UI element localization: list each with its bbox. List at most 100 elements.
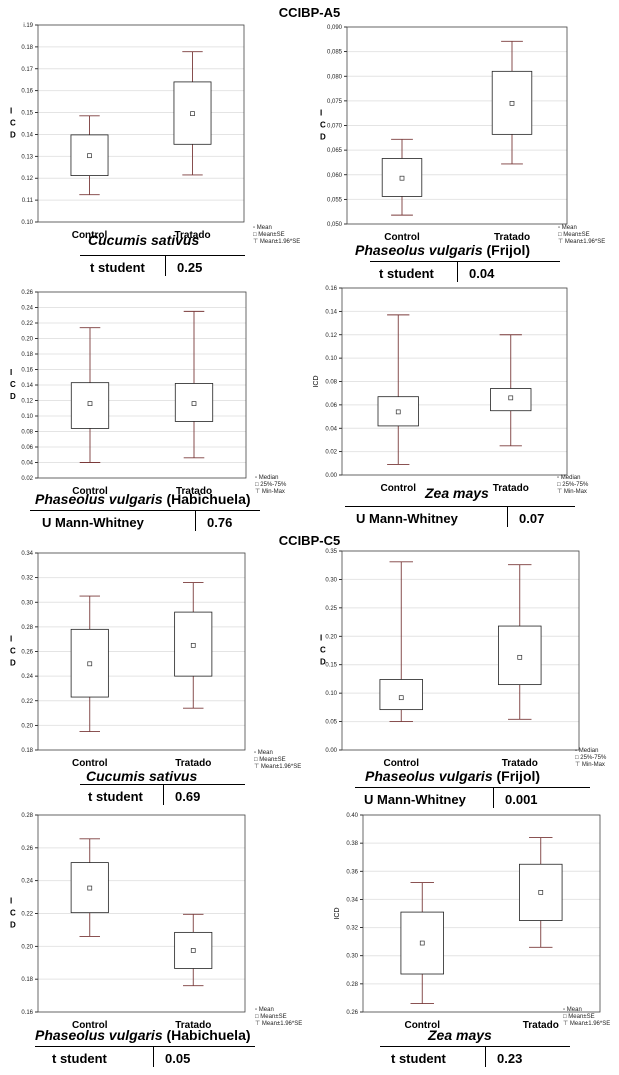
y-tick-label: 0.26 <box>21 650 33 656</box>
species-name: Phaseolus vulgaris (Habichuela) <box>35 491 251 507</box>
plot-frame <box>341 287 568 476</box>
legend-whisker-label: Mean±1.96*SE <box>259 239 301 245</box>
species-common-name: (Habichuela) <box>162 491 251 507</box>
y-tick-label: 0.02 <box>325 450 337 456</box>
center-marker <box>190 111 195 117</box>
center-marker <box>87 401 93 406</box>
species-scientific-name: Zea mays <box>425 485 489 501</box>
section-title-c5: CCIBP-C5 <box>278 533 341 548</box>
y-tick-label: 0.18 <box>21 748 33 754</box>
x-category-label: Tratado <box>494 232 530 243</box>
legend-whisker: ⊤ Mean±1.96*SE <box>254 764 302 770</box>
legend-whisker-label: Min-Max <box>581 762 605 768</box>
legend-center: ▫ Median <box>255 475 279 481</box>
y-tick-label: i.19 <box>23 23 33 29</box>
y-tick-label: 0.04 <box>325 426 337 432</box>
legend: ▫ Median □ 25%-75% ⊤ Min-Max <box>557 475 588 496</box>
boxplot-svg: 0,050 0,055 0,060 0,065 0,070 0,075 0,080 0,085… <box>320 25 568 243</box>
p-value: 0.04 <box>469 266 495 281</box>
y-tick-label: 0.34 <box>346 897 358 903</box>
center-marker <box>398 695 404 701</box>
y-tick-label: 0.38 <box>346 841 358 847</box>
legend-center: ▫ Mean <box>558 225 577 231</box>
p-value: 0.05 <box>165 1051 191 1066</box>
y-tick-label: 0.04 <box>21 461 33 467</box>
species-name: Zea mays <box>428 1027 492 1043</box>
boxplot-svg: 0.00 0.05 0.10 0.15 0.20 0.25 0.30 0.35 I C D Contr… <box>320 549 580 769</box>
y-axis-label-letter: I <box>10 368 12 377</box>
y-tick-label: 0,080 <box>327 74 343 80</box>
stat-test-name: U Mann-Whitney <box>364 792 466 807</box>
stat-rule <box>345 506 575 507</box>
chart-panel-7: 0.16 0.18 0.20 0.22 0.24 0.26 0.28 I C D Control Tr… <box>0 807 306 1075</box>
y-axis-label: ICD <box>334 907 341 919</box>
x-category-label: Tratado <box>493 483 529 494</box>
y-tick-label: 0.28 <box>346 982 358 988</box>
chart-panel-2: 0,050 0,055 0,060 0,065 0,070 0,075 0,080 0,085… <box>310 18 616 286</box>
legend-center: ▫ Median <box>575 748 599 754</box>
stat-separator <box>165 256 166 276</box>
y-tick-label: 0.10 <box>21 220 33 226</box>
x-category-label: Control <box>72 230 108 241</box>
legend-whisker-label: Min-Max <box>563 489 587 495</box>
stat-rule <box>80 784 245 785</box>
y-axis-label-letter: D <box>10 131 16 140</box>
plot-frame <box>341 550 580 751</box>
stat-test-name: t student <box>391 1051 446 1066</box>
x-category-label: Control <box>383 758 419 769</box>
legend-box-label: Mean±SE <box>258 232 285 238</box>
stat-test-name: U Mann-Whitney <box>42 515 144 530</box>
stat-separator <box>485 1047 486 1067</box>
species-common-name: (Habichuela) <box>162 1027 251 1043</box>
stat-separator <box>163 785 164 805</box>
legend: ▫ Mean □ Mean±SE ⊤ Mean±1.96*SE <box>563 1007 610 1028</box>
y-tick-label: 0.16 <box>325 286 337 292</box>
center-marker <box>87 153 92 159</box>
stat-rule <box>380 1046 570 1047</box>
stat-separator <box>507 507 508 527</box>
legend-box-label: Mean±SE <box>259 757 286 763</box>
legend-center-label: Mean <box>258 1007 274 1013</box>
legend-whisker-label: Mean±1.96*SE <box>261 1021 303 1027</box>
legend-center-label: Mean <box>566 1007 582 1013</box>
y-axis-label-letter: D <box>10 921 16 930</box>
y-tick-label: 0.06 <box>21 445 33 451</box>
legend-whisker-label: Mean±1.96*SE <box>260 764 302 770</box>
legend-box: □ Mean±SE <box>254 757 286 763</box>
y-tick-label: 0.24 <box>21 879 33 885</box>
center-marker <box>517 654 523 660</box>
y-tick-label: 0,090 <box>327 25 343 31</box>
legend-box: □ Mean±SE <box>255 1014 287 1020</box>
legend-box: □ Mean±SE <box>558 232 590 238</box>
y-tick-label: 0.14 <box>21 132 33 138</box>
y-tick-label: 0.11 <box>22 198 34 204</box>
y-axis-label: ICD <box>313 375 320 387</box>
boxplot-svg: 0.02 0.04 0.06 0.08 0.10 0.12 0.14 0.16 0.18 0.20… <box>10 290 247 497</box>
legend-center-label: Mean <box>257 750 273 756</box>
y-axis-label-letter: C <box>320 121 326 130</box>
y-axis-label-letter: I <box>10 897 12 906</box>
species-name: Phaseolus vulgaris (Habichuela) <box>35 1027 251 1043</box>
legend: ▫ Mean □ Mean±SE ⊤ Mean±1.96*SE <box>254 750 301 771</box>
y-tick-label: 0.06 <box>325 403 337 409</box>
legend-center: ▫ Mean <box>255 1007 274 1013</box>
center-marker <box>190 642 196 648</box>
y-tick-label: 0.15 <box>325 663 337 669</box>
y-axis-label-letter: I <box>10 635 12 644</box>
species-name: Phaseolus vulgaris (Frijol) <box>355 242 530 258</box>
center-marker <box>509 100 515 106</box>
center-marker <box>538 890 544 895</box>
stat-separator <box>153 1047 154 1067</box>
y-tick-label: 0.10 <box>325 356 337 362</box>
y-axis-label-letter: D <box>10 659 16 668</box>
legend: ▫ Mean □ Mean±SE ⊤ Mean±1.96*SE <box>558 225 605 246</box>
y-tick-label: 0.12 <box>21 399 33 405</box>
legend-whisker: ⊤ Mean±1.96*SE <box>563 1021 611 1027</box>
species-name: Zea mays <box>425 485 489 501</box>
y-tick-label: 0.12 <box>21 176 33 182</box>
legend-whisker: ⊤ Min-Max <box>575 762 605 768</box>
species-name: Cucumis sativus <box>86 768 197 784</box>
legend: ▫ Median □ 25%-75% ⊤ Min-Max <box>255 475 286 496</box>
y-tick-label: 0.20 <box>21 337 33 343</box>
